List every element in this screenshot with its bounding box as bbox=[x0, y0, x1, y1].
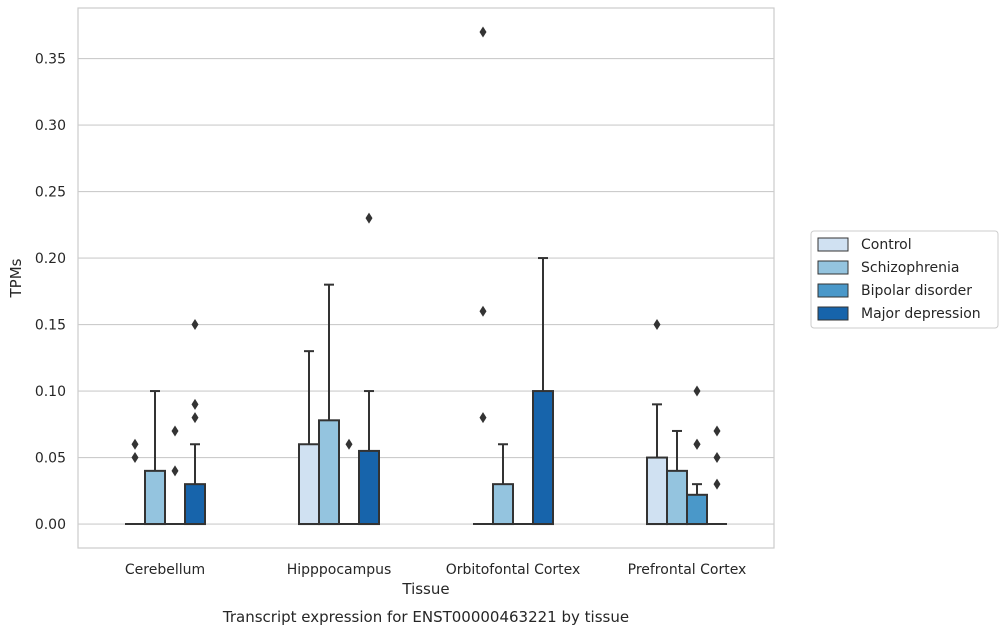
legend-label: Control bbox=[861, 237, 912, 253]
box-0-0 bbox=[125, 438, 145, 526]
x-tick-label: Orbitofontal Cortex bbox=[446, 562, 581, 578]
y-axis: 0.00 0.05 0.10 0.15 0.20 0.25 0.30 0.35 bbox=[35, 52, 66, 534]
outlier-point bbox=[365, 212, 373, 224]
chart-caption: Transcript expression for ENST0000046322… bbox=[222, 608, 629, 626]
x-tick-label: Cerebellum bbox=[125, 562, 205, 578]
outlier-point bbox=[131, 438, 139, 450]
outlier-point bbox=[479, 305, 487, 317]
box-rect bbox=[666, 469, 688, 526]
legend-frame bbox=[810, 230, 999, 329]
x-tick-label: Hipppocampus bbox=[287, 562, 392, 578]
box-series bbox=[125, 26, 727, 526]
y-tick-label: 0.20 bbox=[35, 251, 66, 267]
box-rect bbox=[144, 469, 166, 526]
x-axis: Cerebellum Hipppocampus Orbitofontal Corte… bbox=[125, 562, 746, 578]
legend-label: Bipolar disorder bbox=[861, 283, 972, 299]
box-0-1 bbox=[144, 390, 166, 526]
box-rect bbox=[318, 419, 340, 526]
x-axis-label: Tissue bbox=[401, 580, 449, 598]
plot-area bbox=[77, 7, 775, 549]
outlier-point bbox=[171, 465, 179, 477]
legend-label: Major depression bbox=[861, 306, 981, 322]
outlier-point bbox=[693, 385, 701, 397]
y-tick-label: 0.25 bbox=[35, 185, 66, 201]
legend-swatch bbox=[817, 260, 849, 275]
outlier-point bbox=[479, 26, 487, 38]
box-0-2 bbox=[165, 425, 185, 526]
y-axis-label: TPMs bbox=[7, 258, 25, 298]
outlier-point bbox=[191, 398, 199, 410]
box-1-2 bbox=[339, 438, 359, 526]
y-tick-label: 0.05 bbox=[35, 451, 66, 467]
outlier-point bbox=[693, 438, 701, 450]
outlier-point bbox=[713, 452, 721, 464]
outlier-point bbox=[171, 425, 179, 437]
y-tick-label: 0.35 bbox=[35, 52, 66, 68]
box-rect bbox=[358, 449, 380, 526]
outlier-point bbox=[713, 478, 721, 490]
box-rect bbox=[532, 390, 554, 526]
outlier-point bbox=[653, 319, 661, 331]
outlier-point bbox=[713, 425, 721, 437]
box-rect bbox=[686, 493, 708, 526]
box-2-3 bbox=[532, 257, 554, 526]
box-rect bbox=[646, 456, 668, 526]
y-tick-label: 0.00 bbox=[35, 517, 66, 533]
box-rect bbox=[184, 483, 206, 526]
box-1-1 bbox=[318, 283, 340, 526]
box-3-2 bbox=[686, 385, 708, 526]
box-2-0 bbox=[473, 26, 493, 526]
outlier-point bbox=[479, 412, 487, 424]
y-tick-label: 0.30 bbox=[35, 118, 66, 134]
legend-swatch bbox=[817, 283, 849, 298]
box-3-3 bbox=[707, 425, 727, 526]
legend: Control Schizophrenia Bipolar disorder Majo… bbox=[810, 230, 999, 329]
outlier-point bbox=[191, 319, 199, 331]
y-tick-label: 0.10 bbox=[35, 384, 66, 400]
box-3-0 bbox=[646, 319, 668, 526]
legend-label: Schizophrenia bbox=[861, 260, 959, 276]
box-rect bbox=[298, 443, 320, 526]
legend-swatch bbox=[817, 237, 849, 252]
outlier-point bbox=[191, 412, 199, 424]
outlier-point bbox=[131, 452, 139, 464]
box-2-1 bbox=[492, 443, 514, 526]
legend-swatch bbox=[817, 306, 849, 321]
box-1-3 bbox=[358, 212, 380, 526]
y-tick-label: 0.15 bbox=[35, 318, 66, 334]
box-0-3 bbox=[184, 319, 206, 526]
x-tick-label: Prefrontal Cortex bbox=[628, 562, 747, 578]
outlier-point bbox=[345, 438, 353, 450]
box-rect bbox=[492, 483, 514, 526]
